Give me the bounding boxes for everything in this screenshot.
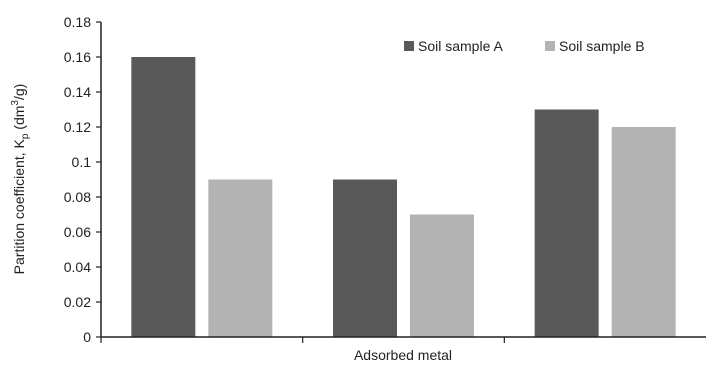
y-tick-label: 0 — [83, 329, 91, 345]
y-tick-label: 0.12 — [64, 119, 91, 135]
x-axis-label: Adsorbed metal — [354, 347, 452, 363]
legend: Soil sample A Soil sample B — [404, 38, 645, 54]
bar-series-a-3 — [534, 109, 599, 337]
y-axis-label-unit-post: /g) — [11, 84, 27, 100]
y-tick-label: 0.08 — [64, 189, 91, 205]
bar-series-a-2 — [333, 179, 397, 337]
x-axis — [100, 336, 706, 343]
y-axis-label-main: Partition coefficient, K — [11, 139, 27, 275]
y-tick-label: 0.16 — [64, 49, 91, 65]
bars-group — [131, 57, 676, 337]
y-tick-label: 0.02 — [64, 294, 91, 310]
y-axis-label-sub: p — [20, 133, 31, 139]
y-tick-label: 0.18 — [64, 14, 91, 30]
bar-series-b-3 — [611, 127, 676, 337]
bar-series-a-1 — [131, 57, 196, 337]
legend-label-series-a: Soil sample A — [418, 38, 503, 54]
legend-swatch-series-a — [404, 41, 414, 51]
y-axis-label: Partition coefficient, Kp (dm3/g) — [10, 84, 31, 275]
y-tick-label: 0.14 — [64, 84, 91, 100]
legend-swatch-series-b — [545, 41, 555, 51]
bar-series-b-1 — [208, 179, 273, 337]
legend-label-series-b: Soil sample B — [559, 38, 645, 54]
bar-series-b-2 — [410, 214, 474, 337]
y-tick-label: 0.04 — [64, 259, 91, 275]
y-tick-label: 0.1 — [72, 154, 92, 170]
y-axis: 0 0.02 0.04 0.06 0.08 0.1 0.12 0.14 0.16 0.18 — [64, 14, 102, 345]
y-axis-label-sup: 3 — [10, 100, 21, 106]
y-tick-label: 0.06 — [64, 224, 91, 240]
y-axis-label-unit-pre: (dm — [11, 106, 27, 134]
